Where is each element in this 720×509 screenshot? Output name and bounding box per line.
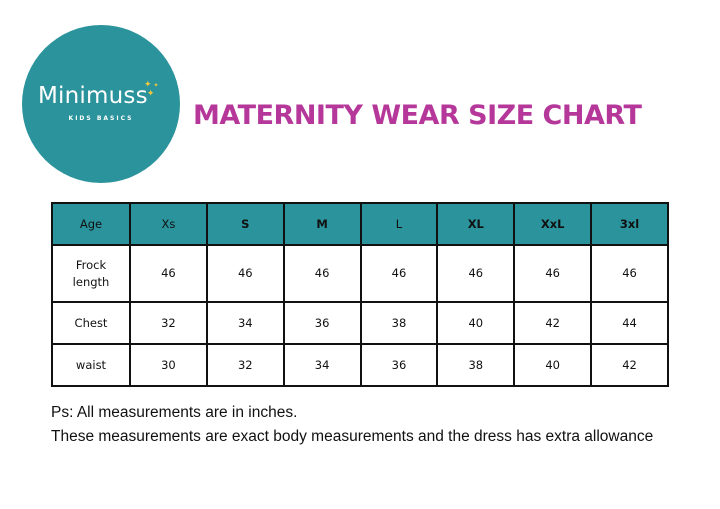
- note-units: Ps: All measurements are in inches.: [51, 404, 298, 421]
- table-cell: 44: [590, 301, 669, 345]
- table-header-row: Age Xs S M L XL XxL 3xl: [51, 202, 669, 246]
- table-row: waist 30 32 34 36 38 40 42: [51, 343, 669, 387]
- note-allowance: These measurements are exact body measur…: [51, 428, 654, 445]
- table-cell: 38: [436, 343, 516, 387]
- table-cell: 46: [436, 244, 516, 303]
- table-cell: 46: [129, 244, 208, 303]
- table-cell: 46: [590, 244, 669, 303]
- size-chart-table: Age Xs S M L XL XxL 3xl Frock length 46 …: [51, 202, 669, 387]
- table-cell: 46: [205, 244, 285, 303]
- table-cell: 46: [282, 244, 362, 303]
- table-cell: 32: [129, 301, 208, 345]
- header-cell: M: [282, 202, 362, 246]
- stars-icon: ✦ ✦ ✦: [144, 80, 159, 99]
- table-cell: 46: [359, 244, 439, 303]
- table-cell: 38: [359, 301, 439, 345]
- table-cell: 36: [282, 301, 362, 345]
- page-title: MATERNITY WEAR SIZE CHART: [193, 100, 642, 131]
- logo-name: Minimuss: [38, 83, 148, 109]
- table-cell: 46: [513, 244, 593, 303]
- header-cell: L: [359, 202, 439, 246]
- row-label: waist: [51, 343, 131, 387]
- table-cell: 32: [205, 343, 285, 387]
- header-cell: S: [205, 202, 285, 246]
- table-row: Chest 32 34 36 38 40 42 44: [51, 301, 669, 345]
- table-row: Frock length 46 46 46 46 46 46 46: [51, 244, 669, 303]
- table-cell: 34: [205, 301, 285, 345]
- header-cell: XxL: [513, 202, 593, 246]
- row-label: Chest: [51, 301, 131, 345]
- brand-logo: ✦ ✦ ✦ Minimuss KIDS BASICS: [22, 25, 180, 183]
- header-cell: Age: [51, 202, 131, 246]
- logo-tagline: KIDS BASICS: [68, 115, 134, 122]
- table-cell: 42: [513, 301, 593, 345]
- header-cell: Xs: [129, 202, 208, 246]
- header-cell: 3xl: [590, 202, 669, 246]
- header-cell: XL: [436, 202, 516, 246]
- table-cell: 40: [513, 343, 593, 387]
- table-cell: 40: [436, 301, 516, 345]
- table-cell: 36: [359, 343, 439, 387]
- table-cell: 34: [282, 343, 362, 387]
- row-label: Frock length: [51, 244, 131, 303]
- table-cell: 30: [129, 343, 208, 387]
- table-cell: 42: [590, 343, 669, 387]
